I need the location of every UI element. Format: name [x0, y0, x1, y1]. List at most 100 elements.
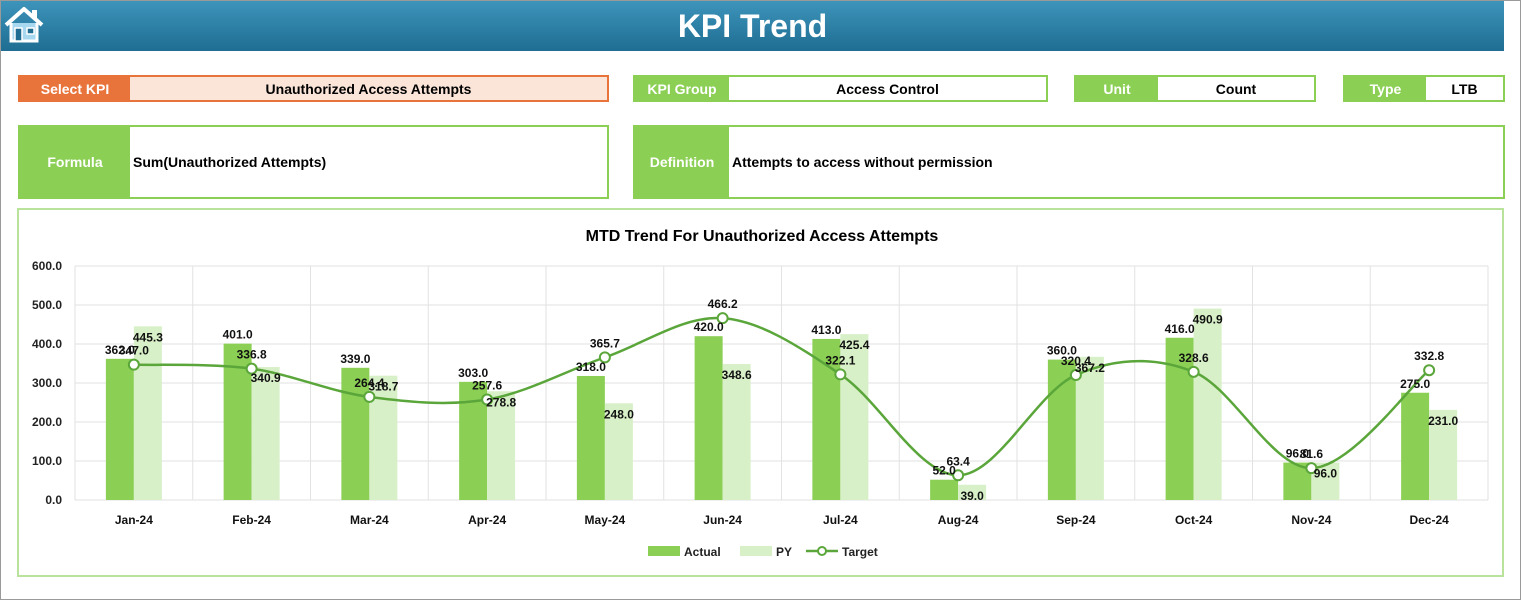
y-tick-label: 600.0 — [32, 259, 62, 273]
target-point — [1069, 369, 1082, 382]
y-tick-label: 200.0 — [32, 415, 62, 429]
unit-label: Unit — [1076, 77, 1158, 100]
target-point — [834, 368, 847, 381]
kpi-group-label: KPI Group — [635, 77, 729, 100]
select-kpi-value[interactable]: Unauthorized Access Attempts — [130, 77, 607, 100]
target-point — [952, 469, 965, 482]
py-bar — [1193, 308, 1222, 500]
actual-bar — [930, 479, 959, 500]
target-data-label: 320.4 — [1061, 354, 1091, 368]
y-tick-label: 300.0 — [32, 376, 62, 390]
py-data-label: 445.3 — [133, 330, 163, 344]
actual-data-label: 96.0 — [1286, 447, 1310, 461]
target-data-label: 81.6 — [1300, 447, 1324, 461]
actual-data-label: 420.0 — [694, 320, 724, 334]
legend-py-label: PY — [776, 545, 792, 559]
py-data-label: 367.2 — [1075, 361, 1105, 375]
header-bar: KPI Trend — [1, 1, 1504, 51]
actual-data-label: 318.0 — [576, 360, 606, 374]
target-point — [363, 390, 376, 403]
actual-data-label: 52.0 — [932, 464, 956, 478]
chart-title: MTD Trend For Unauthorized Access Attemp… — [586, 228, 939, 245]
y-tick-label: 500.0 — [32, 298, 62, 312]
select-kpi-label: Select KPI — [20, 77, 130, 100]
py-data-label: 96.0 — [1314, 467, 1338, 481]
actual-bar — [1047, 359, 1076, 500]
target-data-label: 264.4 — [354, 376, 384, 390]
kpi-group-field: KPI Group Access Control — [633, 75, 1048, 102]
chart-panel — [17, 208, 1504, 577]
py-bar — [840, 334, 869, 500]
legend-py-swatch — [740, 546, 772, 556]
py-data-label: 248.0 — [604, 407, 634, 421]
py-bar — [1075, 356, 1104, 500]
actual-data-label: 303.0 — [458, 366, 488, 380]
actual-data-label: 360.0 — [1047, 344, 1077, 358]
type-label: Type — [1345, 77, 1426, 100]
home-icon[interactable] — [2, 5, 46, 45]
target-point — [598, 351, 611, 364]
target-point — [1187, 365, 1200, 378]
x-tick-label: Apr-24 — [468, 513, 506, 527]
y-tick-label: 100.0 — [32, 454, 62, 468]
py-data-label: 231.0 — [1428, 414, 1458, 428]
target-data-label: 365.7 — [590, 336, 620, 350]
target-point — [716, 312, 729, 325]
legend-target-marker — [817, 546, 827, 556]
kpi-group-value: Access Control — [836, 80, 939, 97]
target-data-label: 322.1 — [825, 353, 855, 367]
formula-box: Formula Sum(Unauthorized Attempts) — [18, 125, 609, 199]
unit-value: Count — [1215, 80, 1257, 97]
actual-bar — [1401, 392, 1430, 500]
definition-value: Attempts to access without permission — [732, 154, 993, 170]
target-data-label: 332.8 — [1414, 349, 1444, 363]
definition-box: Definition Attempts to access without pe… — [633, 125, 1505, 199]
target-point — [1305, 462, 1318, 475]
x-tick-label: Jan-24 — [115, 513, 153, 527]
definition-label: Definition — [635, 127, 729, 197]
legend-actual-swatch — [648, 546, 680, 556]
py-bar — [133, 326, 162, 500]
py-data-label: 425.4 — [839, 338, 869, 352]
x-tick-label: Sep-24 — [1056, 513, 1096, 527]
y-tick-label: 400.0 — [32, 337, 62, 351]
actual-data-label: 401.0 — [223, 328, 253, 342]
target-data-label: 63.4 — [946, 454, 970, 468]
unit-field: Unit Count — [1074, 75, 1316, 102]
actual-bar — [576, 375, 605, 500]
actual-bar — [341, 367, 370, 500]
x-tick-label: May-24 — [585, 513, 626, 527]
x-tick-label: Oct-24 — [1175, 513, 1213, 527]
target-point — [245, 362, 258, 375]
actual-data-label: 416.0 — [1165, 322, 1195, 336]
py-bar — [958, 484, 987, 500]
target-point — [1423, 364, 1436, 377]
py-bar — [722, 364, 751, 500]
target-data-label: 347.0 — [119, 344, 149, 358]
legend-actual-label: Actual — [684, 545, 721, 559]
x-tick-label: Mar-24 — [350, 513, 389, 527]
py-data-label: 278.8 — [486, 395, 516, 409]
py-data-label: 318.7 — [368, 380, 398, 394]
actual-data-label: 362.0 — [105, 343, 135, 357]
target-data-label: 257.6 — [472, 379, 502, 393]
type-field: Type LTB — [1343, 75, 1505, 102]
actual-data-label: 339.0 — [340, 352, 370, 366]
x-tick-label: Feb-24 — [232, 513, 271, 527]
legend-target-label: Target — [842, 545, 878, 559]
x-tick-label: Nov-24 — [1291, 513, 1331, 527]
py-bar — [251, 367, 280, 500]
actual-data-label: 413.0 — [811, 323, 841, 337]
py-data-label: 39.0 — [960, 489, 984, 503]
y-tick-label: 0.0 — [45, 493, 62, 507]
py-data-label: 348.6 — [722, 368, 752, 382]
page-title: KPI Trend — [677, 8, 828, 44]
py-data-label: 340.9 — [251, 371, 281, 385]
py-bar — [487, 391, 516, 500]
select-kpi-field[interactable]: Select KPI Unauthorized Access Attempts — [18, 75, 609, 102]
target-data-label: 328.6 — [1179, 351, 1209, 365]
formula-label: Formula — [20, 127, 130, 197]
type-value: LTB — [1451, 80, 1478, 97]
target-data-label: 466.2 — [708, 297, 738, 311]
